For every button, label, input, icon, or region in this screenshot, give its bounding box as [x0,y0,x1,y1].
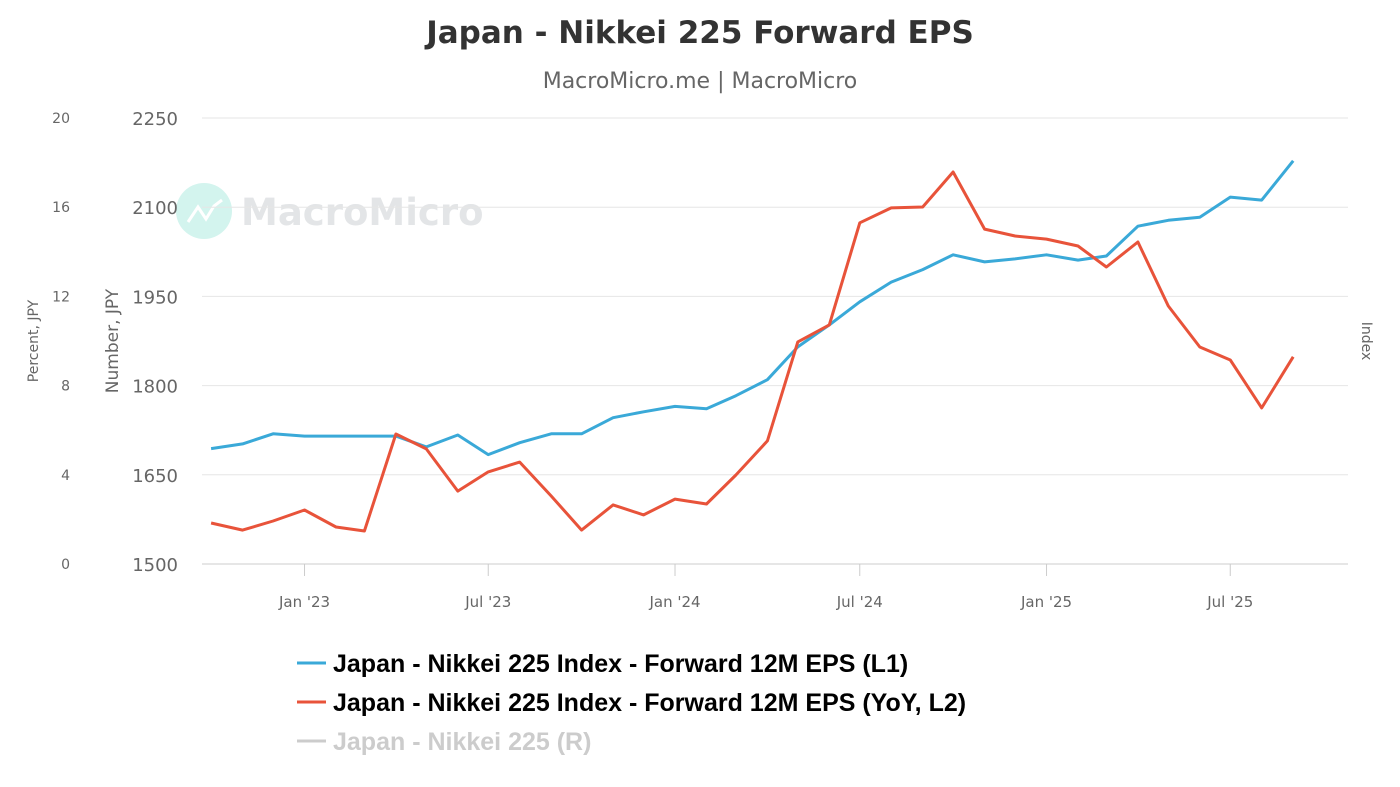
left-outer-tick-label: 8 [61,379,70,395]
left-inner-axis-title: Number, JPY [103,288,123,393]
x-axis: Jan '23 Jul '23 Jan '24 Jul '24 Jan '25 Jul '… [278,564,1253,611]
x-tick-label: Jul '24 [836,593,883,611]
left-inner-tick-label: 2100 [132,198,178,219]
right-axis-title: Index [1358,322,1374,361]
grid [202,117,1348,565]
chart-title: Japan - Nikkei 225 Forward EPS [424,15,974,51]
x-tick-label: Jan '25 [1020,593,1072,611]
left-outer-tick-label: 12 [52,289,70,305]
left-inner-tick-label: 1500 [132,555,178,576]
left-outer-tick-label: 20 [52,111,70,127]
series-line-1[interactable] [210,159,1295,457]
left-outer-axis-title: Percent, JPY [26,299,42,382]
legend-label: Japan - Nikkei 225 Index - Forward 12M E… [333,689,966,717]
x-tick-label: Jul '25 [1206,593,1253,611]
legend-label: Japan - Nikkei 225 (R) [333,728,591,756]
chart-subtitle: MacroMicro.me | MacroMicro [543,69,858,94]
x-tick-label: Jan '23 [278,593,330,611]
x-tick-label: Jul '23 [464,593,511,611]
left-outer-tick-label: 16 [52,200,70,216]
x-tick-label: Jan '24 [648,593,700,611]
legend: Japan - Nikkei 225 Index - Forward 12M E… [297,650,966,756]
watermark-logo-mountain-icon [186,198,223,223]
left-inner-tick-label: 1650 [132,466,178,487]
left-outer-tick-label: 4 [61,468,70,484]
legend-item-2[interactable]: Japan - Nikkei 225 Index - Forward 12M E… [297,689,966,717]
left-inner-axis: 1500 1650 1800 1950 2100 2250 [132,109,178,576]
series-layer [210,159,1295,533]
left-outer-axis: 0 4 8 12 16 20 [52,111,70,573]
legend-label: Japan - Nikkei 225 Index - Forward 12M E… [333,650,908,678]
watermark-logo-icon [176,183,232,239]
left-inner-tick-label: 1950 [132,287,178,308]
legend-item-3[interactable]: Japan - Nikkei 225 (R) [297,728,591,756]
legend-item-1[interactable]: Japan - Nikkei 225 Index - Forward 12M E… [297,650,908,678]
left-outer-tick-label: 0 [61,557,70,573]
watermark-text: MacroMicro [241,191,484,234]
watermark: MacroMicro [176,183,484,239]
left-inner-tick-label: 1800 [132,377,178,398]
left-inner-tick-label: 2250 [132,109,178,130]
series-line-2[interactable] [210,170,1295,533]
